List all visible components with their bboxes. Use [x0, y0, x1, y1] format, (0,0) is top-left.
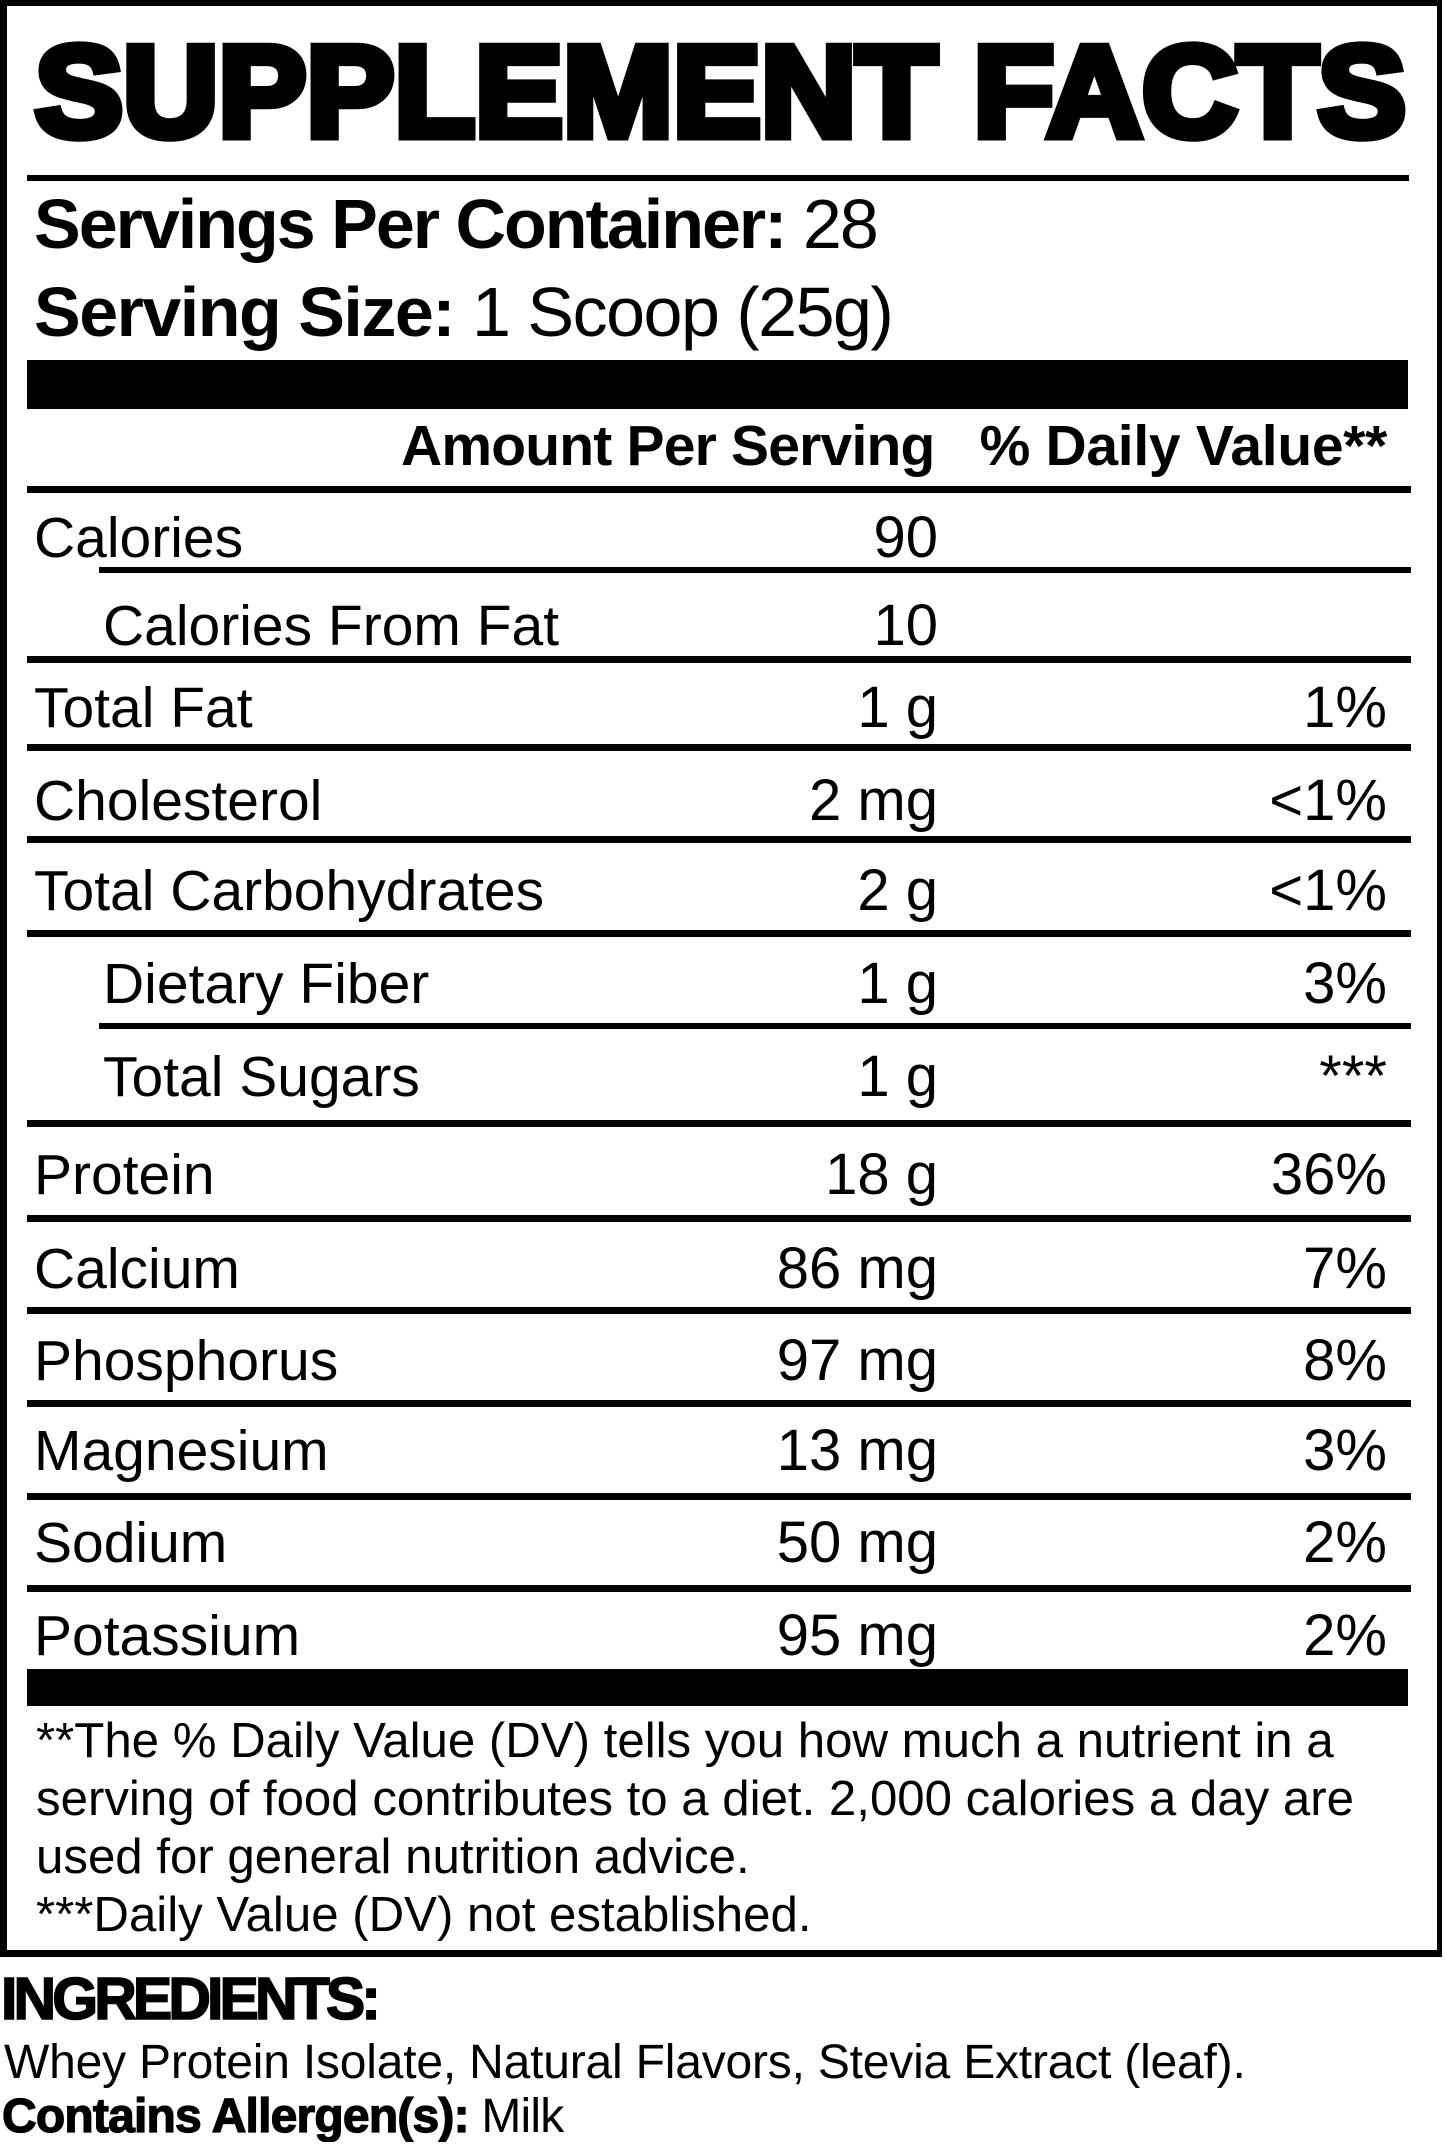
svg-text:1%: 1%: [1303, 675, 1387, 740]
svg-text:1 g: 1 g: [857, 1044, 938, 1109]
svg-text:Dietary Fiber: Dietary Fiber: [103, 952, 429, 1016]
svg-text:SUPPLEMENT FACTS: SUPPLEMENT FACTS: [35, 20, 1406, 164]
svg-text:2%: 2%: [1303, 1510, 1387, 1575]
svg-text:% Daily Value**: % Daily Value**: [980, 414, 1389, 478]
svg-text:Total Carbohydrates: Total Carbohydrates: [34, 859, 544, 923]
svg-text:10: 10: [873, 593, 938, 658]
svg-text:Magnesium: Magnesium: [34, 1419, 329, 1483]
svg-text:<1%: <1%: [1269, 858, 1387, 923]
svg-text:18 g: 18 g: [825, 1142, 938, 1207]
svg-text:2 mg: 2 mg: [809, 768, 938, 833]
svg-text:Sodium: Sodium: [34, 1511, 227, 1575]
svg-text:95 mg: 95 mg: [777, 1603, 938, 1668]
svg-text:***Daily Value (DV) not establ: ***Daily Value (DV) not established.: [36, 1887, 812, 1942]
svg-text:Calories From Fat: Calories From Fat: [103, 594, 559, 658]
svg-text:2%: 2%: [1303, 1603, 1387, 1668]
svg-text:**The % Daily Value (DV) tells: **The % Daily Value (DV) tells you how m…: [36, 1713, 1334, 1768]
svg-text:97 mg: 97 mg: [777, 1328, 938, 1393]
svg-text:1 g: 1 g: [857, 675, 938, 740]
svg-text:Serving Size: 1 Scoop (25g): Serving Size: 1 Scoop (25g): [34, 273, 892, 351]
svg-text:Phosphorus: Phosphorus: [34, 1329, 338, 1393]
svg-text:36%: 36%: [1271, 1142, 1387, 1207]
svg-text:Protein: Protein: [34, 1143, 215, 1207]
svg-text:Cholesterol: Cholesterol: [34, 769, 322, 833]
svg-text:Total Sugars: Total Sugars: [103, 1045, 420, 1109]
svg-text:serving of food contributes to: serving of food contributes to a diet. 2…: [36, 1771, 1354, 1826]
svg-text:INGREDIENTS:: INGREDIENTS:: [1, 1966, 377, 2032]
svg-text:***: ***: [1319, 1044, 1387, 1109]
svg-text:Potassium: Potassium: [34, 1604, 300, 1668]
svg-text:8%: 8%: [1303, 1328, 1387, 1393]
svg-text:<1%: <1%: [1269, 768, 1387, 833]
svg-text:90: 90: [873, 505, 938, 570]
svg-text:Calcium: Calcium: [34, 1237, 240, 1301]
svg-text:Servings Per Container: 28: Servings Per Container: 28: [34, 185, 877, 263]
svg-text:Amount Per Serving: Amount Per Serving: [401, 414, 935, 478]
svg-text:3%: 3%: [1303, 951, 1387, 1016]
svg-text:Total Fat: Total Fat: [34, 676, 253, 740]
svg-text:50 mg: 50 mg: [777, 1510, 938, 1575]
svg-text:2 g: 2 g: [857, 858, 938, 923]
svg-text:86 mg: 86 mg: [777, 1236, 938, 1301]
svg-text:1 g: 1 g: [857, 951, 938, 1016]
svg-text:13 mg: 13 mg: [777, 1418, 938, 1483]
svg-text:3%: 3%: [1303, 1418, 1387, 1483]
svg-text:Whey Protein Isolate, Natural: Whey Protein Isolate, Natural Flavors, S…: [4, 2036, 1246, 2089]
svg-text:7%: 7%: [1303, 1236, 1387, 1301]
svg-text:Calories: Calories: [34, 506, 243, 570]
svg-text:used for general nutrition adv: used for general nutrition advice.: [36, 1829, 750, 1884]
svg-text:Contains Allergen(s): Milk: Contains Allergen(s): Milk: [2, 2090, 565, 2142]
